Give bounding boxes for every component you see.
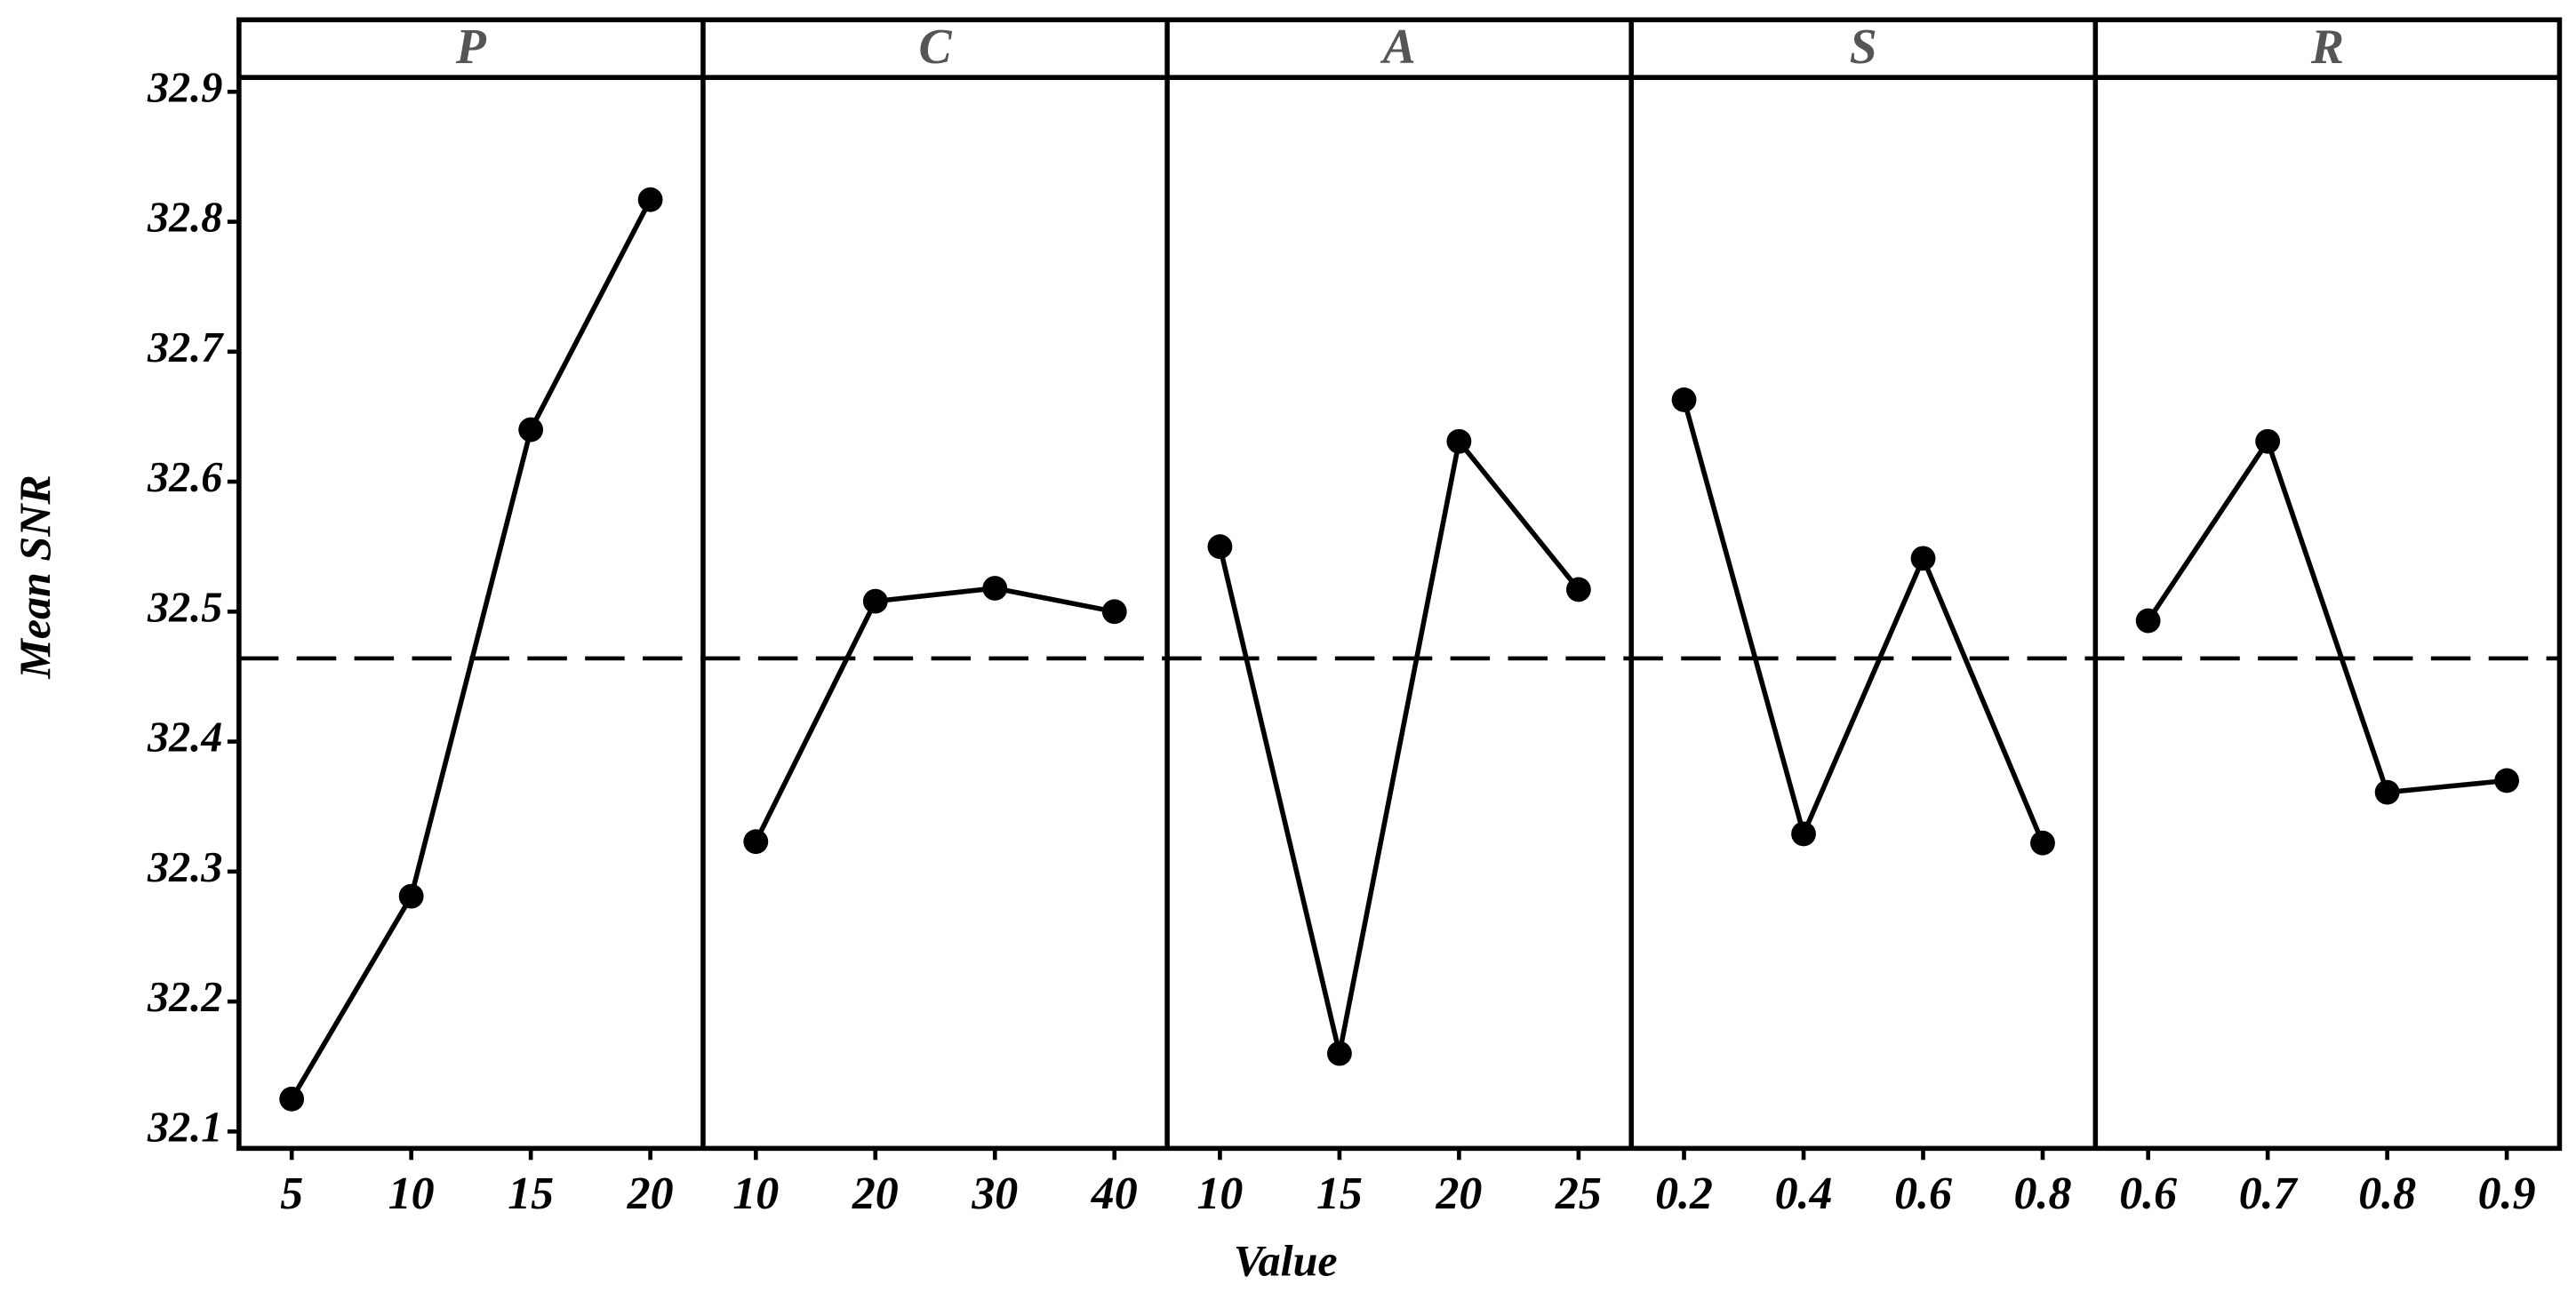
x-tick-label: 0.8 — [2014, 1168, 2072, 1219]
point — [2374, 779, 2400, 805]
series-line — [753, 586, 1116, 843]
point — [1207, 534, 1233, 560]
x-tick-label: 20 — [627, 1168, 674, 1219]
y-tick-label: 32.1 — [147, 1104, 222, 1151]
series-line — [1681, 399, 2045, 844]
x-tick-label: 0.2 — [1655, 1168, 1713, 1219]
y-tick-label: 32.5 — [147, 584, 222, 631]
x-tick-label: 10 — [1196, 1168, 1243, 1219]
point — [1671, 387, 1697, 412]
point — [637, 187, 663, 212]
x-tick-label: 0.9 — [2478, 1168, 2536, 1219]
x-tick-label: 15 — [508, 1168, 554, 1219]
x-tick-label: 15 — [1316, 1168, 1363, 1219]
series-line — [1217, 435, 1581, 1055]
x-tick-label: 10 — [388, 1168, 435, 1219]
x-tick-label: 20 — [852, 1168, 899, 1219]
y-tick-label: 32.3 — [147, 844, 222, 891]
panel-title: S — [1850, 20, 1877, 75]
point — [1101, 599, 1127, 625]
point — [2030, 830, 2055, 856]
point — [982, 576, 1008, 601]
y-tick-label: 32.2 — [147, 974, 222, 1021]
panel-title: R — [2310, 20, 2344, 75]
x-tick-label: 40 — [1091, 1168, 1138, 1219]
point — [279, 1086, 305, 1112]
x-tick-label: 10 — [732, 1168, 779, 1219]
panel-title: P — [455, 20, 487, 75]
x-tick-label: 0.6 — [1894, 1168, 1952, 1219]
x-tick-label: 0.4 — [1775, 1168, 1833, 1219]
x-tick-label: 20 — [1435, 1168, 1482, 1219]
x-tick-label: 25 — [1555, 1168, 1602, 1219]
frame — [236, 17, 2563, 1152]
y-tick-label: 32.9 — [147, 64, 222, 111]
point — [743, 829, 769, 855]
point — [518, 417, 544, 443]
point — [2135, 608, 2161, 634]
point — [862, 588, 888, 614]
y-tick-label: 32.7 — [147, 324, 224, 371]
panel-title: A — [1380, 20, 1416, 75]
point — [1791, 821, 1816, 847]
point — [1910, 546, 1936, 571]
series-line — [289, 198, 653, 1101]
y-tick-label: 32.8 — [147, 195, 222, 242]
x-tick-label: 30 — [971, 1168, 1018, 1219]
y-axis-label: Mean SNR — [10, 475, 60, 679]
x-tick-label: 5 — [280, 1168, 303, 1219]
x-tick-label: 0.7 — [2239, 1168, 2299, 1219]
point — [1565, 577, 1591, 602]
point — [1446, 428, 1472, 454]
y-tick-label: 32.6 — [147, 454, 223, 501]
point — [1327, 1041, 1352, 1066]
y-tick-label: 32.4 — [147, 714, 222, 762]
x-tick-label: 0.6 — [2119, 1168, 2177, 1219]
point — [2255, 428, 2281, 454]
x-axis-label: Value — [1234, 1236, 1338, 1286]
point — [398, 883, 424, 909]
point — [2494, 768, 2520, 794]
x-tick-label: 0.8 — [2358, 1168, 2416, 1219]
panel-title: C — [918, 20, 952, 75]
series-line — [2146, 435, 2508, 795]
